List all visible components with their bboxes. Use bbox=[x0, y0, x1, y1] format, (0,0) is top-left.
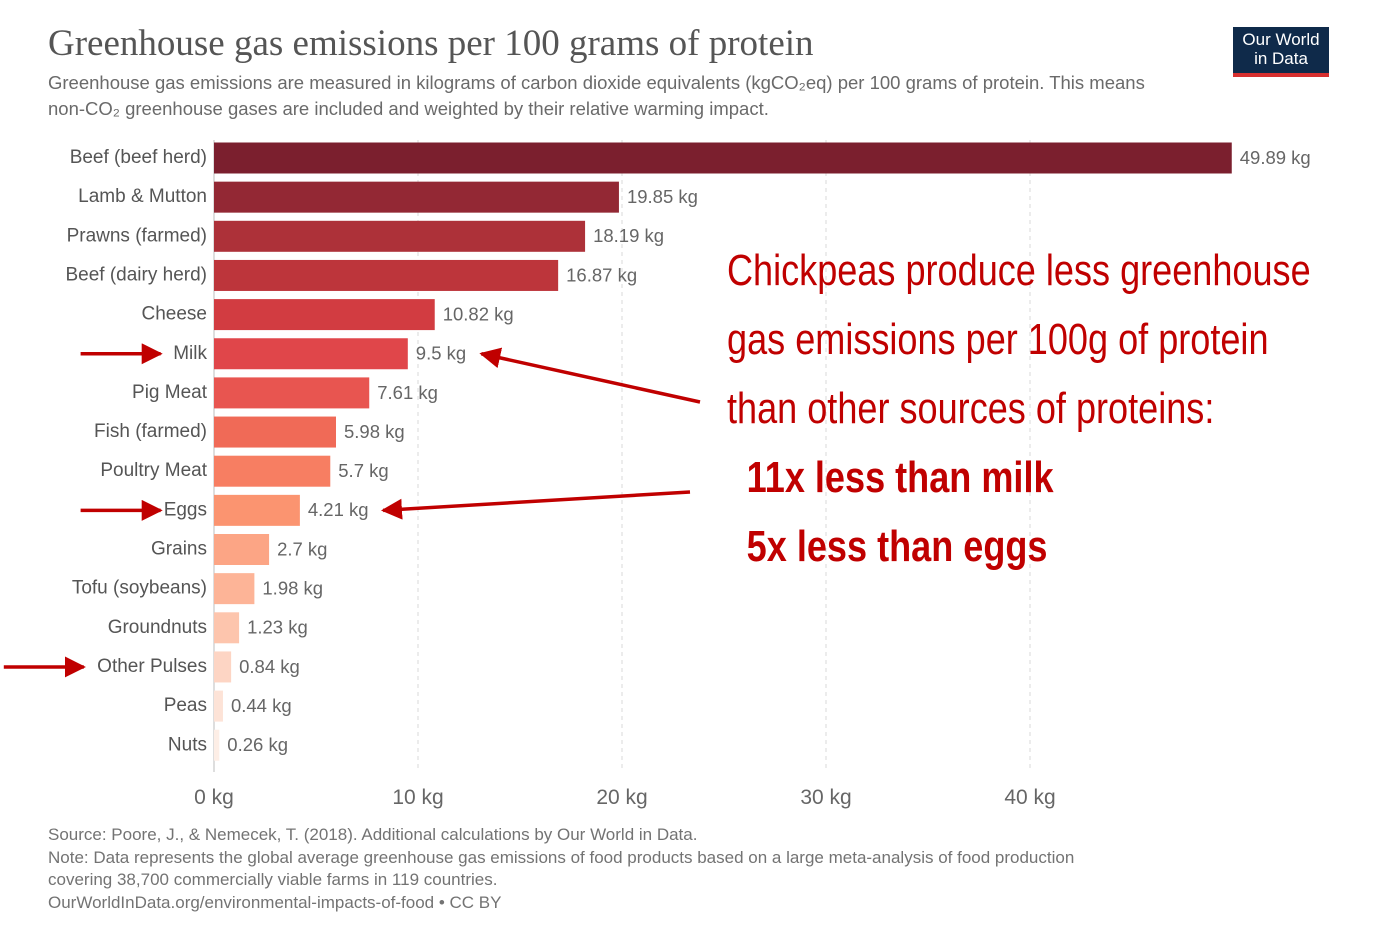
category-label-fish-farmed: Fish (farmed) bbox=[94, 421, 207, 442]
value-label-grains: 2.7 kg bbox=[277, 538, 327, 559]
value-label-beef-beef-herd: 49.89 kg bbox=[1240, 147, 1311, 168]
x-tick-label: 20 kg bbox=[596, 786, 647, 809]
bar-grains[interactable] bbox=[214, 534, 270, 565]
bar-peas[interactable] bbox=[214, 690, 223, 722]
bar-groundnuts[interactable] bbox=[214, 612, 240, 644]
category-label-poultry-meat: Poultry Meat bbox=[100, 460, 207, 481]
value-label-other-pulses: 0.84 kg bbox=[239, 656, 300, 677]
category-label-tofu-soybeans: Tofu (soybeans) bbox=[72, 578, 207, 599]
category-label-milk: Milk bbox=[173, 343, 207, 364]
pointer-arrow-milk bbox=[479, 347, 701, 404]
annotation-eggs-comparison: 5x less than eggs bbox=[746, 522, 1048, 571]
footer-note-1: Note: Data represents the global average… bbox=[48, 847, 1075, 867]
value-label-cheese: 10.82 kg bbox=[443, 303, 514, 324]
category-label-peas: Peas bbox=[164, 695, 207, 716]
bar-prawns-farmed[interactable] bbox=[214, 220, 586, 252]
value-label-lamb-mutton: 19.85 kg bbox=[627, 186, 698, 207]
value-label-prawns-farmed: 18.19 kg bbox=[593, 225, 664, 246]
annotation-milk-comparison: 11x less than milk bbox=[746, 453, 1054, 502]
value-label-peas: 0.44 kg bbox=[231, 695, 292, 716]
value-label-tofu-soybeans: 1.98 kg bbox=[262, 578, 323, 599]
annotation-line-2: gas emissions per 100g of protein bbox=[727, 315, 1269, 364]
category-label-other-pulses: Other Pulses bbox=[97, 656, 207, 677]
bar-beef-dairy-herd[interactable] bbox=[214, 259, 559, 291]
bar-fish-farmed[interactable] bbox=[214, 416, 336, 448]
bar-nuts[interactable] bbox=[214, 729, 220, 761]
chart-subtitle: Greenhouse gas emissions are measured in… bbox=[48, 72, 1145, 119]
bar-eggs[interactable] bbox=[214, 494, 300, 526]
value-label-milk: 9.5 kg bbox=[416, 343, 466, 364]
annotation-line-3: than other sources of proteins: bbox=[727, 384, 1215, 433]
value-label-beef-dairy-herd: 16.87 kg bbox=[566, 264, 637, 285]
chickpeas-annotation: Chickpeas produce less greenhouse gas em… bbox=[727, 236, 1311, 581]
value-label-pig-meat: 7.61 kg bbox=[377, 382, 438, 403]
value-label-poultry-meat: 5.7 kg bbox=[338, 460, 388, 481]
bar-tofu-soybeans[interactable] bbox=[214, 573, 255, 605]
category-label-prawns-farmed: Prawns (farmed) bbox=[67, 225, 207, 246]
bar-beef-beef-herd[interactable] bbox=[214, 142, 1232, 174]
footer-link[interactable]: OurWorldInData.org/environmental-impacts… bbox=[48, 892, 502, 912]
value-label-fish-farmed: 5.98 kg bbox=[344, 421, 405, 442]
bar-cheese[interactable] bbox=[214, 299, 435, 331]
footer-source: Source: Poore, J., & Nemecek, T. (2018).… bbox=[48, 825, 698, 844]
category-label-nuts: Nuts bbox=[168, 734, 207, 755]
logo-line-2: in Data bbox=[1254, 49, 1308, 68]
bar-poultry-meat[interactable] bbox=[214, 455, 331, 487]
bar-milk[interactable] bbox=[214, 338, 408, 370]
value-label-groundnuts: 1.23 kg bbox=[247, 617, 308, 638]
logo-line-1: Our World bbox=[1242, 30, 1320, 49]
footer-note-2: covering 38,700 commercially viable farm… bbox=[48, 870, 498, 889]
category-label-beef-dairy-herd: Beef (dairy herd) bbox=[65, 264, 207, 285]
category-label-eggs: Eggs bbox=[164, 499, 207, 520]
category-label-grains: Grains bbox=[151, 539, 207, 560]
category-label-beef-beef-herd: Beef (beef herd) bbox=[70, 147, 207, 168]
chart-footer: Source: Poore, J., & Nemecek, T. (2018).… bbox=[48, 824, 1348, 914]
category-label-pig-meat: Pig Meat bbox=[132, 382, 208, 403]
annotation-line-1: Chickpeas produce less greenhouse bbox=[727, 246, 1311, 295]
x-tick-label: 10 kg bbox=[392, 786, 443, 809]
bar-pig-meat[interactable] bbox=[214, 377, 370, 409]
owid-logo[interactable]: Our World in Data bbox=[1233, 27, 1329, 77]
chart-title: Greenhouse gas emissions per 100 grams o… bbox=[48, 23, 814, 64]
x-tick-label: 30 kg bbox=[800, 786, 851, 809]
value-label-eggs: 4.21 kg bbox=[308, 499, 369, 520]
bar-lamb-mutton[interactable] bbox=[214, 181, 619, 213]
value-label-nuts: 0.26 kg bbox=[227, 734, 288, 755]
category-label-groundnuts: Groundnuts bbox=[108, 617, 207, 638]
x-tick-label: 40 kg bbox=[1004, 786, 1055, 809]
pointer-arrow-eggs bbox=[380, 490, 691, 520]
bar-other-pulses[interactable] bbox=[214, 651, 232, 683]
x-tick-label: 0 kg bbox=[194, 786, 234, 809]
category-label-cheese: Cheese bbox=[142, 304, 208, 325]
category-label-lamb-mutton: Lamb & Mutton bbox=[78, 186, 207, 207]
